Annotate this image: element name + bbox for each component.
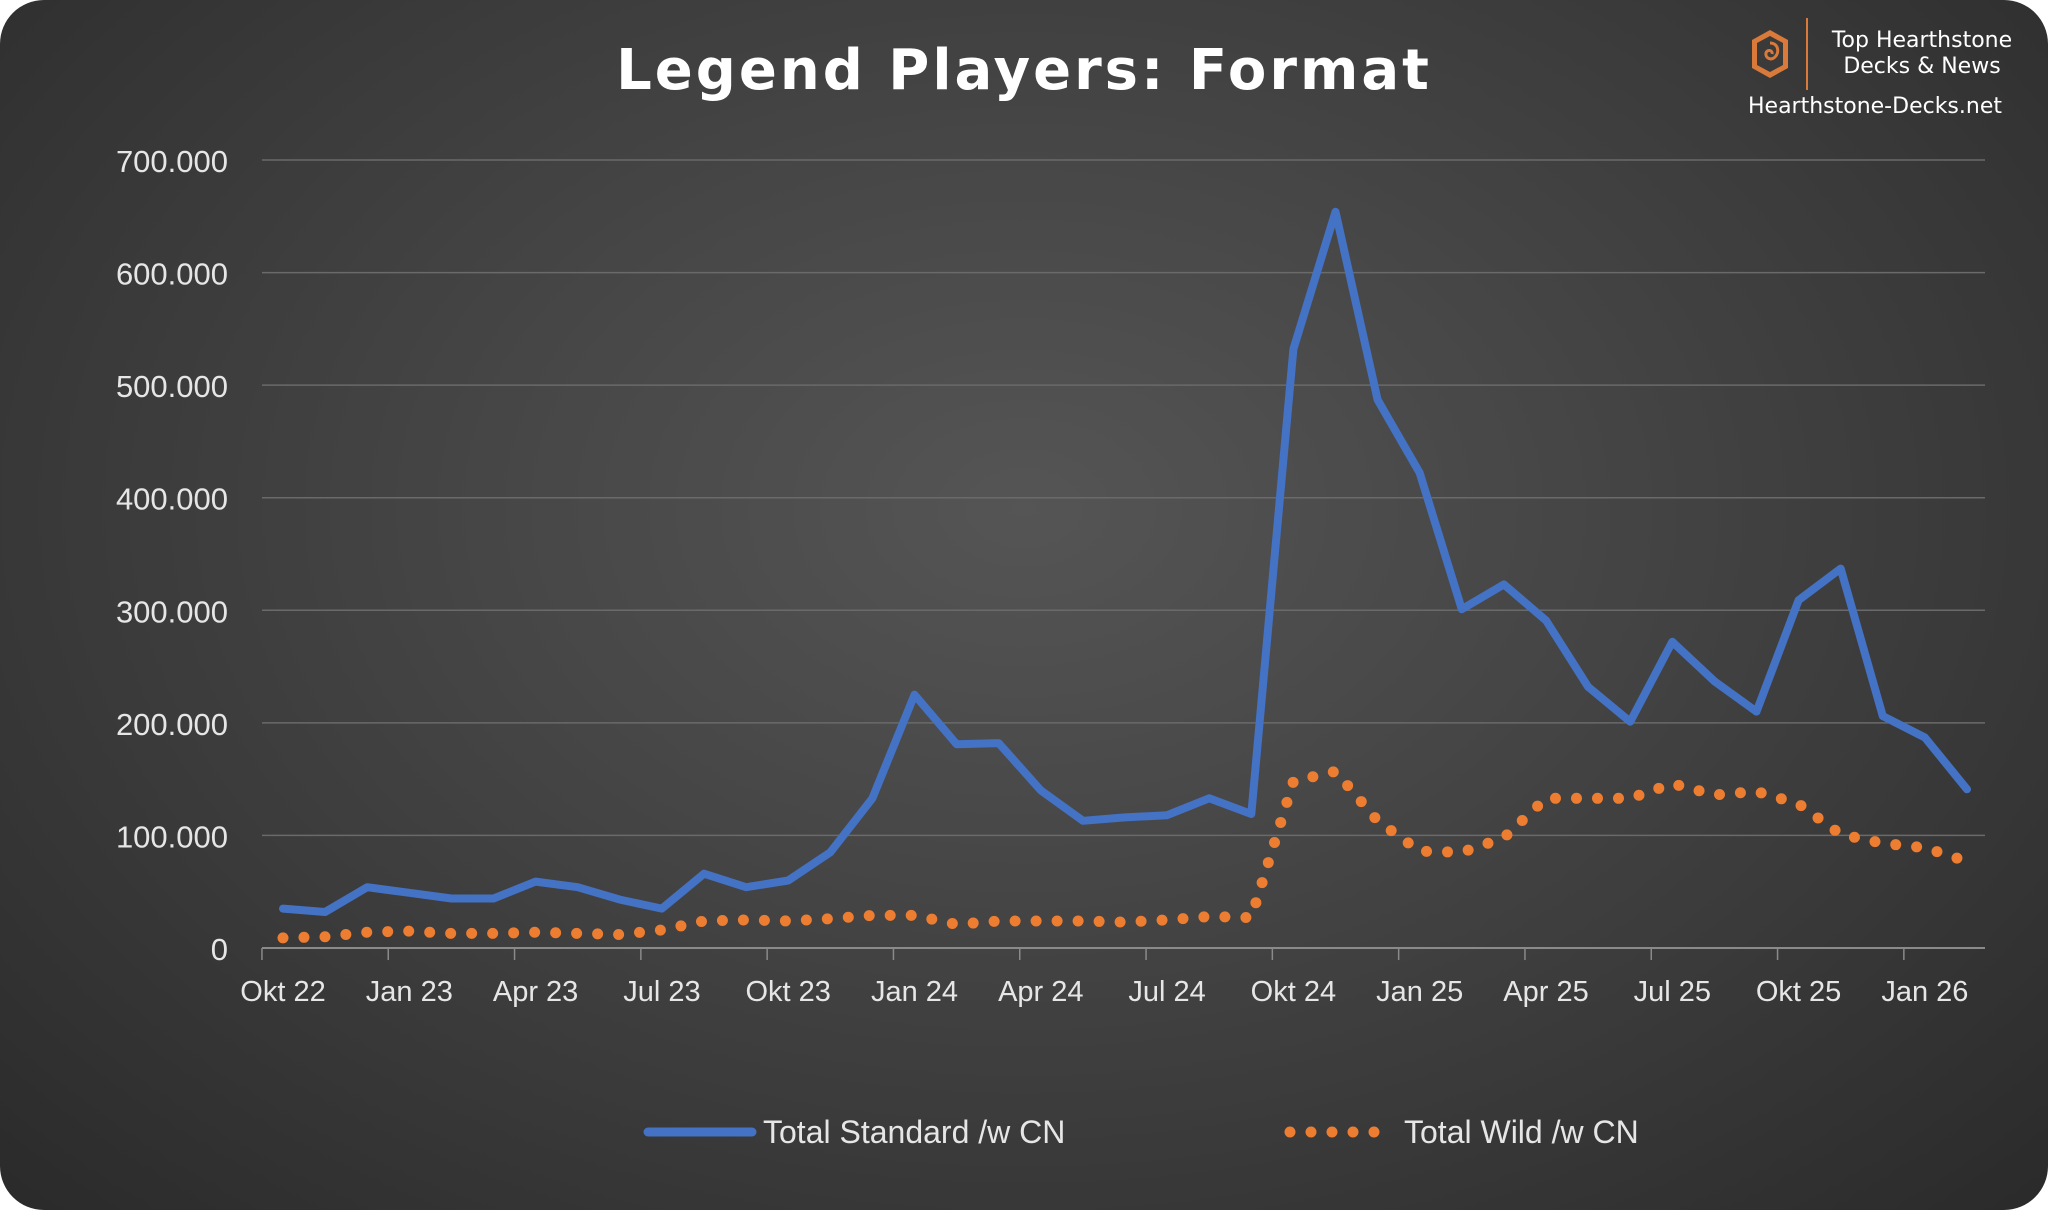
y-tick-label: 600.000 [116,257,228,292]
y-tick-label: 400.000 [116,482,228,517]
x-tick-label: Okt 24 [1251,976,1336,1008]
brand-divider [1806,18,1808,90]
x-axis [261,947,1985,960]
brand-line-2: Decks & News [1843,54,2001,79]
brand-site: Hearthstone-Decks.net [1747,94,2002,119]
y-tick-label: 0 [211,932,228,967]
series-wild-line [277,765,1973,944]
y-tick-label: 100.000 [116,819,228,854]
hearthstone-logo-icon [1752,30,1788,78]
x-tick-label: Jan 23 [366,976,453,1008]
brand-title: Top Hearthstone Decks & News [1812,28,2032,80]
x-tick-label: Jan 25 [1376,976,1463,1008]
brand-line-1: Top Hearthstone [1831,28,2013,53]
series-lines [277,207,1973,944]
x-tick-label: Okt 25 [1756,976,1841,1008]
y-tick-label: 700.000 [116,144,228,179]
x-tick-label: Jul 24 [1128,976,1205,1008]
x-tick-label: Jul 25 [1634,976,1711,1008]
y-axis-labels: 0 100.000 200.000 300.000 400.000 500.000 600.… [116,144,228,967]
x-tick-label: Apr 24 [998,976,1083,1008]
series-standard-line [279,207,1971,916]
grid-lines [262,159,1985,837]
legend-label-standard: Total Standard /w CN [763,1114,1065,1150]
x-tick-label: Apr 23 [493,976,578,1008]
y-tick-label: 300.000 [116,594,228,629]
chart-title: Legend Players: Format [616,38,1432,103]
x-tick-label: Apr 25 [1503,976,1588,1008]
x-tick-label: Okt 23 [745,976,830,1008]
y-tick-label: 200.000 [116,707,228,742]
x-tick-label: Jul 23 [623,976,700,1008]
x-tick-label: Jan 26 [1881,976,1968,1008]
x-axis-labels: Okt 22 Jan 23 Apr 23 Jul 23 Okt 23 Jan 24 Apr … [240,976,1968,1008]
y-tick-label: 500.000 [116,369,228,404]
legend: Total Standard /w CN Total Wild /w CN [643,1114,1639,1150]
legend-label-wild: Total Wild /w CN [1404,1114,1639,1150]
x-tick-label: Jan 24 [871,976,958,1008]
x-tick-label: Okt 22 [240,976,325,1008]
